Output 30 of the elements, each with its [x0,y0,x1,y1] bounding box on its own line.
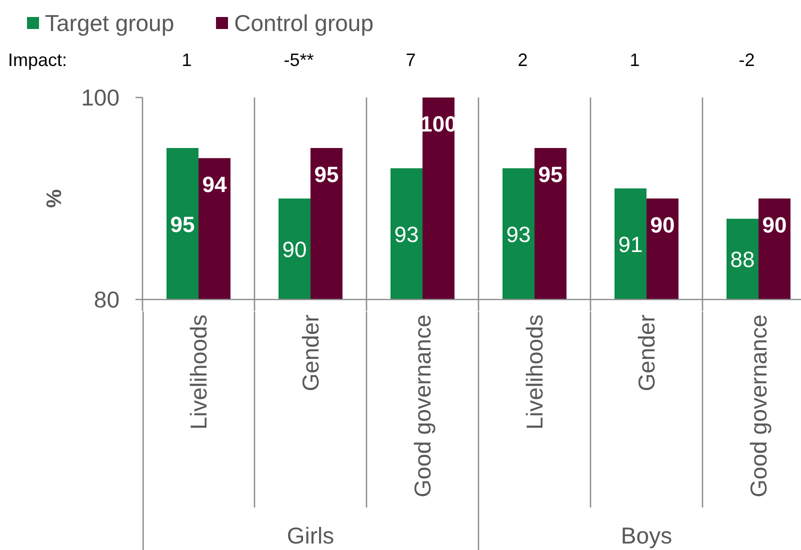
y-axis-title: % [43,188,66,208]
text: Impact: [8,49,68,71]
text: 7 [406,49,416,71]
text: 2 [518,49,528,71]
data-label: 88 [730,247,755,272]
data-label: 90 [762,212,787,238]
x-tick-label: Good governance [746,314,772,498]
legend-label: Target group [45,9,174,37]
y-tick-label: 80 [94,286,120,312]
data-label: 94 [202,172,228,198]
text: -5** [284,49,314,71]
x-tick-label: Livelihoods [522,314,548,430]
data-label: 95 [538,162,563,187]
x-tick-label: Gender [298,314,324,392]
text: Boys [620,522,672,548]
x-tick-label: Gender [634,314,660,392]
legend-label: Control group [234,9,374,37]
data-label: 93 [506,222,531,247]
x-tick-label: Good governance [410,314,436,498]
data-label: 95 [314,162,339,187]
text: Girls [286,522,334,548]
data-label: 91 [618,232,643,257]
text: 1 [182,49,192,71]
data-label: 93 [394,222,419,247]
text: -2 [738,49,755,71]
x-tick-label: Livelihoods [186,314,212,430]
data-label: 95 [170,212,195,237]
data-label: 90 [650,212,675,238]
data-label: 90 [282,237,307,262]
text: 1 [630,49,640,71]
